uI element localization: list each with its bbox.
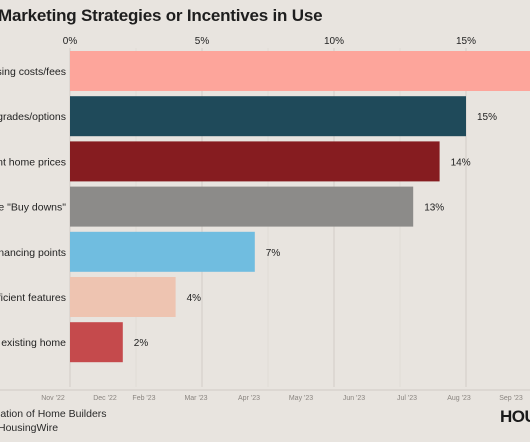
bottom-axis-label: May '23 — [289, 395, 313, 402]
bar — [70, 51, 530, 91]
bottom-axis-label: Aug '23 — [447, 395, 471, 402]
bottom-axis-label: Jul '23 — [397, 395, 417, 402]
bar — [70, 231, 255, 272]
bottom-axis-label: Mar '23 — [184, 395, 207, 402]
source-note: iation of Home Builders — [0, 408, 107, 420]
category-label: ate "Buy downs" — [0, 202, 66, 214]
category-label: financing points — [0, 247, 66, 259]
bar — [70, 277, 176, 317]
category-label: osing costs/fees — [0, 66, 66, 78]
chart-title: Marketing Strategies or Incentives in Us… — [0, 6, 323, 25]
bottom-axis-label: Feb '23 — [132, 395, 155, 402]
x-tick-label: 10% — [324, 36, 344, 47]
value-label: 13% — [424, 203, 444, 214]
value-label: 7% — [266, 248, 281, 259]
value-label: 2% — [134, 338, 149, 349]
bottom-axis-label: Nov '22 — [41, 395, 65, 402]
bar — [70, 96, 466, 137]
category-label: ogrades/options — [0, 111, 66, 123]
value-label: 4% — [187, 293, 202, 304]
credit-note: HousingWire — [0, 422, 59, 434]
bar — [70, 186, 414, 227]
brand-logo: HOU — [500, 407, 530, 426]
x-tick-label: 15% — [456, 36, 476, 47]
x-tick-label: 0% — [63, 36, 78, 47]
category-label: unt home prices — [0, 156, 66, 168]
value-label: 14% — [451, 157, 471, 168]
bottom-axis-label: Sep '23 — [499, 395, 523, 402]
bottom-axis-label: Jun '23 — [343, 395, 365, 402]
value-label: 15% — [477, 112, 497, 123]
bottom-axis-label: Apr '23 — [238, 395, 260, 402]
bottom-axis-label: Dec '22 — [93, 395, 117, 402]
x-tick-label: 5% — [195, 36, 210, 47]
bar — [70, 141, 440, 182]
bar — [70, 322, 123, 363]
category-label: fficient features — [0, 292, 66, 304]
category-label: ell existing home — [0, 337, 66, 349]
